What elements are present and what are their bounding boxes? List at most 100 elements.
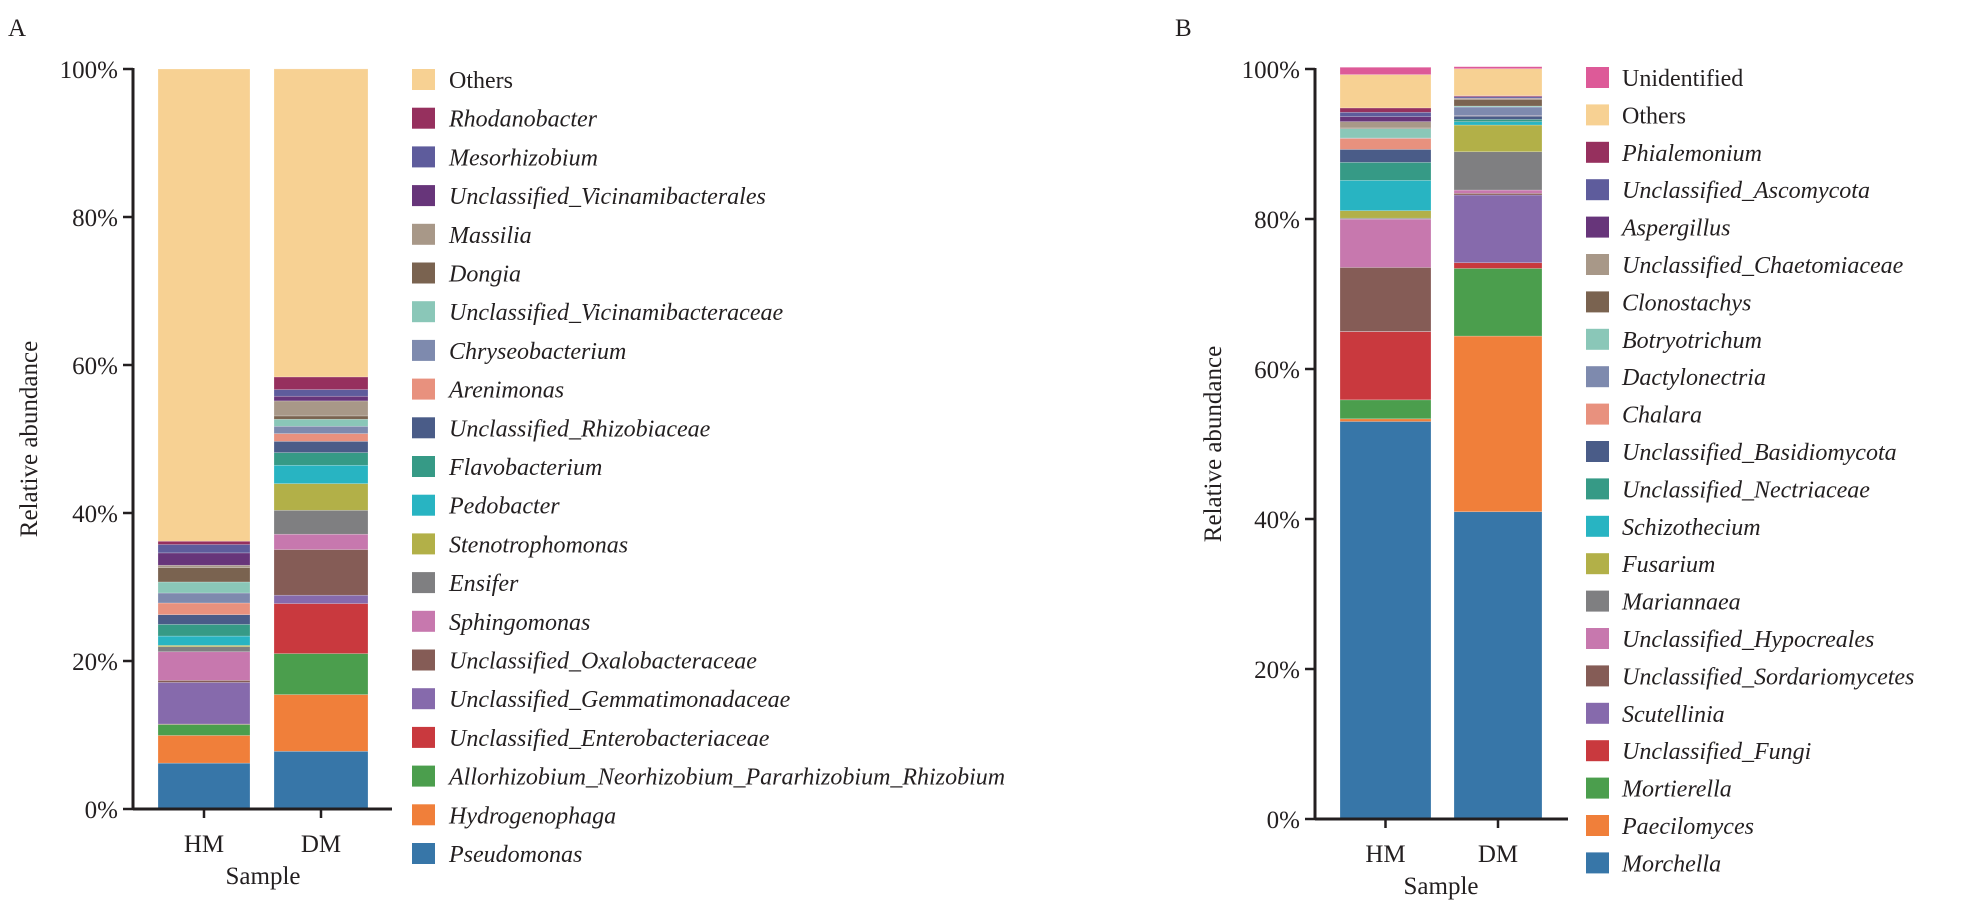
legend-swatch — [412, 107, 435, 129]
legend-label: Pseudomonas — [448, 842, 582, 868]
legend-swatch — [412, 223, 435, 245]
legend-label: Mesorhizobium — [448, 145, 598, 171]
bar-segment — [1339, 111, 1432, 117]
bar-segment — [1453, 268, 1543, 337]
bar-segment — [157, 564, 251, 568]
legend-label: Dactylonectria — [1621, 365, 1766, 391]
y-tick-label: 20% — [72, 649, 118, 676]
legend-label: Stenotrophomonas — [449, 532, 628, 558]
legend-label: Massilia — [448, 223, 532, 249]
legend-label: Sphingomonas — [449, 610, 590, 636]
legend-label: Chryseobacterium — [449, 339, 626, 365]
legend-label: Unidentified — [1622, 66, 1743, 92]
legend-label: Unclassified_Vicinamibacteraceae — [449, 300, 783, 326]
bar-segment — [157, 567, 251, 583]
legend-label: Scutellinia — [1622, 702, 1725, 728]
bar-segment — [1339, 66, 1432, 75]
bar-segment — [1339, 267, 1432, 332]
legend-label: Unclassified_Chaetomiaceae — [1622, 253, 1904, 279]
legend-label: Morchella — [1621, 851, 1721, 877]
bar-segment — [273, 750, 369, 810]
bar-segment — [1339, 399, 1432, 420]
legend-item: Unidentified — [1586, 66, 1743, 92]
bar-segment — [273, 464, 369, 484]
legend-item: Flavobacterium — [412, 455, 602, 481]
legend-swatch — [412, 146, 435, 168]
legend-swatch — [412, 649, 435, 671]
bar-segment — [1339, 162, 1432, 181]
legend-item: Mortierella — [1586, 777, 1732, 803]
legend-item: Arenimonas — [412, 378, 564, 404]
bar-segment — [157, 602, 251, 615]
bar-segment — [273, 509, 369, 535]
x-axis-label: Sample — [226, 863, 301, 890]
legend-item: Phialemonium — [1586, 141, 1762, 167]
bar-segment — [1339, 180, 1432, 211]
legend-label: Unclassified_Hypocreales — [1622, 627, 1874, 653]
bar-segment — [273, 68, 369, 378]
panel-label: A — [8, 15, 26, 42]
legend-item: Others — [1586, 103, 1686, 129]
legend-swatch — [412, 69, 435, 90]
y-tick-label: 40% — [72, 501, 118, 528]
x-tick-label: HM — [184, 831, 224, 858]
legend-swatch — [412, 185, 435, 207]
legend-swatch — [1586, 478, 1609, 500]
legend-item: Botryotrichum — [1586, 328, 1762, 354]
legend-swatch — [412, 533, 435, 555]
legend-item: Unclassified_Vicinamibacterales — [412, 184, 766, 210]
legend-item: Others — [412, 68, 513, 94]
bar-segment — [157, 724, 251, 736]
legend-item: Unclassified_Oxalobacteraceae — [412, 649, 757, 675]
bar-segment — [273, 440, 369, 453]
bar-segment — [273, 425, 369, 434]
y-tick-label: 60% — [72, 353, 118, 380]
legend-swatch — [412, 301, 435, 323]
legend-label: Paecilomyces — [1621, 814, 1754, 840]
bar-segment — [1339, 138, 1432, 150]
legend-swatch — [412, 262, 435, 284]
bar-segment — [1339, 421, 1432, 820]
bar-segment — [273, 415, 369, 420]
legend-label: Pedobacter — [448, 494, 560, 520]
legend-item: Pedobacter — [412, 494, 560, 520]
y-tick-label: 100% — [1242, 57, 1300, 84]
bar-segment — [1453, 96, 1543, 99]
legend-item: Unclassified_Ascomycota — [1586, 178, 1870, 204]
legend-swatch — [1586, 740, 1609, 762]
legend-swatch — [412, 417, 435, 439]
legend-label: Others — [449, 68, 513, 94]
legend-swatch — [412, 572, 435, 594]
legend-label: Allorhizobium_Neorhizobium_Pararhizobium… — [447, 765, 1005, 791]
legend-item: Mesorhizobium — [412, 145, 598, 171]
legend-label: Fusarium — [1621, 552, 1715, 578]
legend-swatch — [1586, 441, 1609, 462]
bar-segment — [157, 682, 251, 725]
legend-item: Paecilomyces — [1586, 814, 1754, 840]
x-tick-label: HM — [1365, 841, 1405, 868]
legend-item: Chryseobacterium — [412, 339, 626, 365]
legend-swatch — [412, 765, 435, 787]
legend-label: Arenimonas — [447, 378, 564, 404]
legend-swatch — [412, 378, 435, 400]
bar-segment — [273, 376, 369, 390]
bar-segment — [157, 651, 251, 681]
y-tick-label: 60% — [1254, 357, 1300, 384]
bar-segment — [157, 552, 251, 566]
legend-label: Unclassified_Enterobacteriaceae — [449, 726, 770, 752]
legend-label: Ensifer — [448, 571, 519, 597]
legend-item: Unclassified_Chaetomiaceae — [1586, 253, 1904, 279]
legend-swatch — [412, 726, 435, 748]
legend-swatch — [1586, 665, 1609, 687]
bar-segment — [157, 68, 251, 542]
legend-item: Massilia — [412, 223, 532, 249]
legend-swatch — [1586, 403, 1609, 425]
legend-label: Unclassified_Oxalobacteraceae — [449, 649, 757, 675]
legend-label: Unclassified_Gemmatimonadaceae — [449, 687, 791, 713]
legend-label: Mortierella — [1621, 777, 1732, 803]
y-tick-label: 80% — [72, 205, 118, 232]
x-axis-label: Sample — [1404, 873, 1479, 900]
legend-item: Unclassified_Hypocreales — [1586, 627, 1874, 653]
bar-segment — [1453, 99, 1543, 107]
